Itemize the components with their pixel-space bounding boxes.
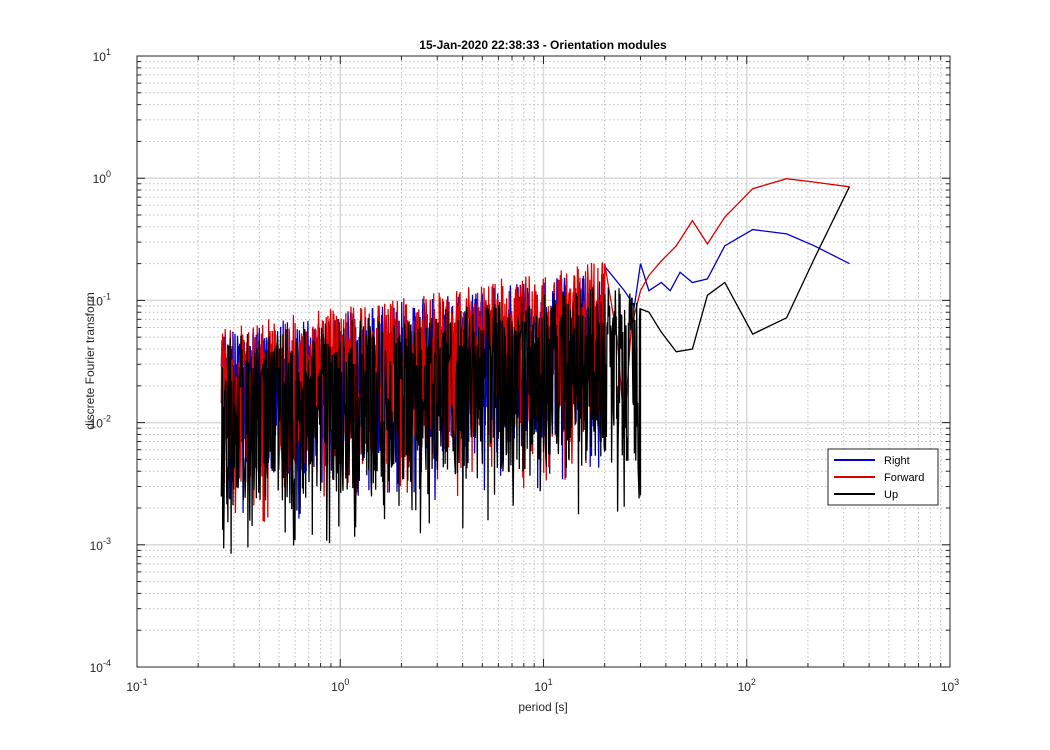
series-line-up <box>220 186 850 554</box>
x-axis-label: period [s] <box>518 700 567 714</box>
y-tick-label: 100 <box>93 169 111 186</box>
legend: Right Forward Up <box>827 448 939 506</box>
y-tick-label: 101 <box>93 47 111 64</box>
legend-label-forward: Forward <box>884 472 924 484</box>
x-tick-label: 102 <box>738 677 756 694</box>
legend-label-up: Up <box>884 489 898 501</box>
legend-label-right: Right <box>884 455 910 467</box>
y-tick-label: 10-2 <box>90 414 111 431</box>
axis-ticks: 10-1 100 101 102 103 10-4 10-3 10-2 10-1 100 101 <box>90 47 960 694</box>
x-tick-label: 100 <box>331 677 349 694</box>
y-tick-label: 10-3 <box>90 536 111 553</box>
y-axis-label: discrete Fourier transform <box>83 292 97 429</box>
plot-area <box>220 178 850 554</box>
y-tick-label: 10-1 <box>90 291 111 308</box>
x-tick-label: 101 <box>534 677 552 694</box>
y-tick-label: 10-4 <box>90 658 111 675</box>
x-tick-label: 10-1 <box>126 677 147 694</box>
x-tick-label: 103 <box>941 677 959 694</box>
chart-title: 15-Jan-2020 22:38:33 - Orientation modul… <box>419 38 667 52</box>
